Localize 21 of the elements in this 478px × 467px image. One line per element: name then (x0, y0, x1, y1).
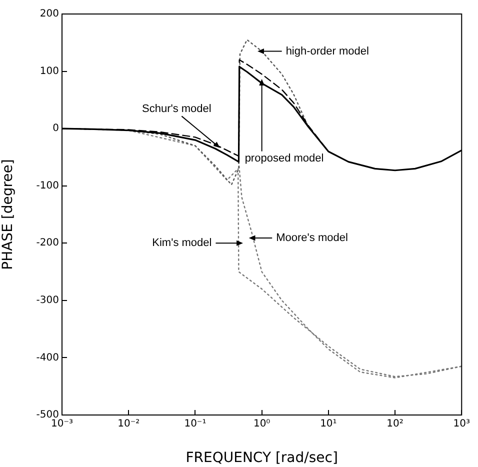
annotation: Schur's model (142, 103, 212, 116)
y-tick-label: 100 (40, 66, 59, 77)
y-tick-label: 200 (40, 8, 59, 20)
annotation: Kim's model (152, 237, 212, 250)
y-axis-title: PHASE [degree] (0, 159, 16, 270)
x-axis-title: FREQUENCY [rad/sec] (186, 450, 338, 466)
y-tick-label: -300 (36, 295, 59, 306)
x-tick-label: 10¹ (320, 418, 337, 430)
x-tick-label: 10⁻² (118, 418, 140, 430)
x-tick-label: 10⁻³ (50, 418, 74, 430)
y-tick-label: -200 (36, 238, 59, 249)
x-tick-label: 10⁰ (253, 418, 270, 430)
x-tick-label: 10⁻¹ (184, 418, 206, 430)
annotation: Moore's model (276, 232, 348, 244)
y-tick-label: -400 (36, 352, 59, 364)
y-tick-label: -100 (36, 180, 59, 192)
y-tick-label: 0 (52, 123, 59, 134)
annotation: high-order model (286, 45, 369, 58)
x-tick-label: 10³ (453, 418, 470, 430)
x-tick-label: 10² (386, 418, 404, 430)
annotation: proposed model (244, 152, 324, 164)
